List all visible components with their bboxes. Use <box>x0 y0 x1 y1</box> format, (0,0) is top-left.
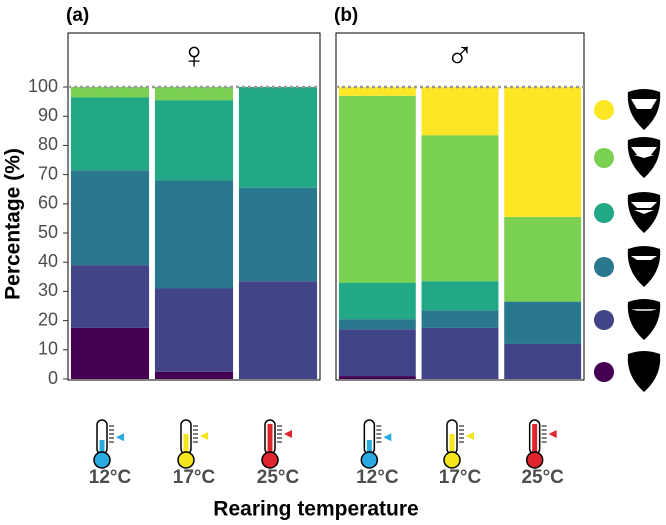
x-axis-label: Rearing temperature <box>213 498 418 521</box>
bar-segment <box>70 170 150 266</box>
thermometer-pointer <box>284 430 292 438</box>
legend-icon-pattern <box>631 256 657 260</box>
bar-segment <box>338 376 416 379</box>
legend-swatch <box>594 310 614 330</box>
thermometer-pointer <box>200 432 208 440</box>
thermometer-bulb <box>93 451 111 469</box>
bar-segment <box>504 343 582 379</box>
bar-segment <box>238 87 318 188</box>
x-tick-label: 12°C <box>89 467 132 488</box>
bar-segment <box>421 135 499 282</box>
y-tick-label: 30 <box>38 280 58 300</box>
y-tick-label: 10 <box>38 339 58 359</box>
y-tick-label: 40 <box>38 251 58 271</box>
y-tick-label: 50 <box>38 222 58 242</box>
x-tick-label: 17°C <box>173 467 216 488</box>
bar-segment <box>421 281 499 311</box>
y-axis-label: Percentage (%) <box>2 148 25 300</box>
bar-segment <box>421 310 499 328</box>
bar-segment <box>238 187 318 282</box>
bar-segment <box>338 282 416 320</box>
legend-icon-pattern <box>631 147 657 155</box>
legend-icon-pattern <box>631 99 657 109</box>
thermometer-pointer <box>466 432 474 440</box>
legend-swatch <box>594 257 614 277</box>
thermometer-fluid <box>267 424 273 458</box>
x-tick-label: 25°C <box>521 467 564 488</box>
strip-label: ♀ <box>180 35 209 77</box>
thermometer-fluid <box>183 434 189 458</box>
thermometer-fluid <box>532 424 538 458</box>
legend-swatch <box>594 362 614 382</box>
thermometer-fluid <box>449 434 455 458</box>
thermometer-bulb <box>177 451 195 469</box>
bar-segment <box>70 87 150 98</box>
thermometer-pointer <box>116 433 124 442</box>
y-tick-label: 20 <box>38 309 58 329</box>
bar-segment <box>70 265 150 328</box>
legend-swatch <box>594 203 614 223</box>
panel-title: (a) <box>66 5 89 26</box>
y-tick-label: 80 <box>38 134 58 154</box>
thermometer-bulb <box>525 451 544 469</box>
thermometer-pointer <box>383 433 392 442</box>
bar-segment <box>154 100 234 181</box>
legend-icon-pattern <box>634 210 654 214</box>
legend-swatch <box>594 148 614 168</box>
bar-segment <box>338 95 416 283</box>
bar-segment <box>154 288 234 372</box>
x-tick-label: 17°C <box>439 467 482 488</box>
thermometer-bulb <box>360 451 379 469</box>
bar-segment <box>154 87 234 101</box>
legend-icon <box>627 351 661 392</box>
x-tick-label: 12°C <box>356 467 399 488</box>
bar-segment <box>504 301 582 344</box>
legend-icon <box>627 299 661 340</box>
bar-segment <box>70 327 150 379</box>
bar-segment <box>421 327 499 379</box>
thermometer-bulb <box>261 451 279 469</box>
legend-swatch <box>594 100 614 120</box>
bar-segment <box>504 216 582 302</box>
y-tick-label: 90 <box>38 105 58 125</box>
x-tick-label: 25°C <box>257 467 300 488</box>
thermometer-pointer <box>548 430 557 438</box>
panel-title: (b) <box>334 5 358 26</box>
thermometer-fluid <box>366 440 372 458</box>
legend-icon <box>627 89 661 130</box>
y-tick-label: 70 <box>38 163 58 183</box>
bar-segment <box>338 329 416 377</box>
bar-segment <box>238 281 318 379</box>
bar-segment <box>70 97 150 171</box>
y-tick-label: 0 <box>48 368 58 388</box>
bar-segment <box>421 87 499 136</box>
legend-icon <box>627 246 661 287</box>
bar-segment <box>338 87 416 96</box>
bar-segment <box>154 371 234 379</box>
bar-segment <box>504 87 582 217</box>
y-tick-label: 60 <box>38 193 58 213</box>
legend-icon-pattern <box>634 155 654 158</box>
legend-icon-pattern <box>631 309 657 311</box>
y-tick-label: 100 <box>28 76 58 96</box>
strip-label: ♂ <box>446 35 475 77</box>
bar-segment <box>338 319 416 330</box>
legend-icon-pattern <box>634 107 654 109</box>
bar-segment <box>154 180 234 289</box>
thermometer-fluid <box>99 440 105 458</box>
thermometer-bulb <box>443 451 461 469</box>
legend-icon-pattern <box>631 202 657 208</box>
